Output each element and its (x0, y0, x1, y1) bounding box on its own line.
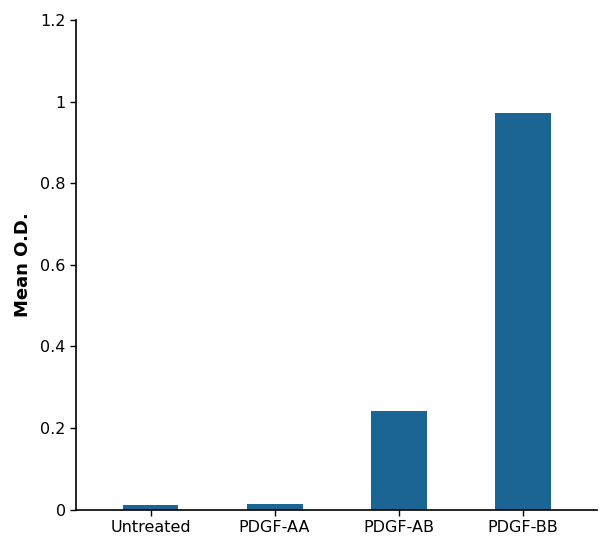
Bar (495, 113, 551, 509)
Bar (123, 505, 178, 509)
Bar (247, 503, 302, 509)
Bar (371, 411, 426, 509)
Y-axis label: Mean O.D.: Mean O.D. (14, 212, 32, 317)
